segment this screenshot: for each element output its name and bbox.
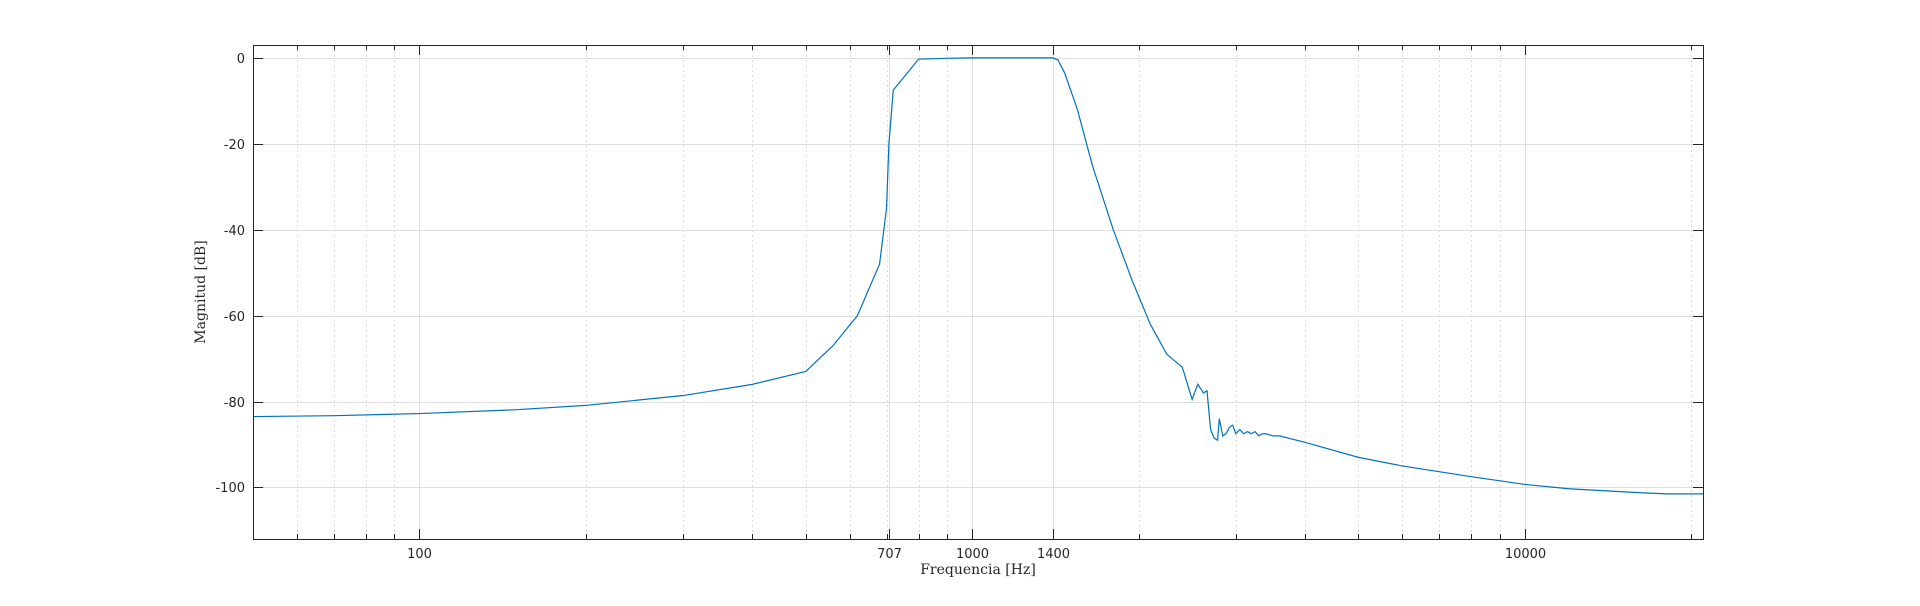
- x-tick-labels: 100 707 1000 1400 10000: [407, 547, 1546, 562]
- y-tick-label: -60: [224, 310, 245, 325]
- x-tick-label: 707: [877, 547, 902, 562]
- x-axis-label: Frequencia [Hz]: [920, 562, 1036, 578]
- x-tick-label: 1400: [1037, 547, 1070, 562]
- y-tick-label: -20: [224, 138, 245, 153]
- axis-ticks: [253, 45, 1703, 539]
- y-tick-label: 0: [237, 52, 245, 67]
- x-tick-label: 100: [407, 547, 432, 562]
- y-axis-label: Magnitud [dB]: [193, 240, 209, 343]
- y-tick-label: -80: [224, 396, 245, 411]
- axes-box: [253, 45, 1704, 540]
- magnitude-series-line: [252, 57, 1703, 495]
- x-tick-label: 10000: [1505, 547, 1546, 562]
- x-tick-label: 1000: [956, 547, 989, 562]
- y-tick-label: -100: [215, 481, 245, 496]
- major-grid: [253, 45, 1703, 539]
- y-tick-labels: 0 -20 -40 -60 -80 -100: [215, 52, 245, 496]
- plot-area: [253, 45, 1703, 539]
- y-tick-label: -40: [224, 224, 245, 239]
